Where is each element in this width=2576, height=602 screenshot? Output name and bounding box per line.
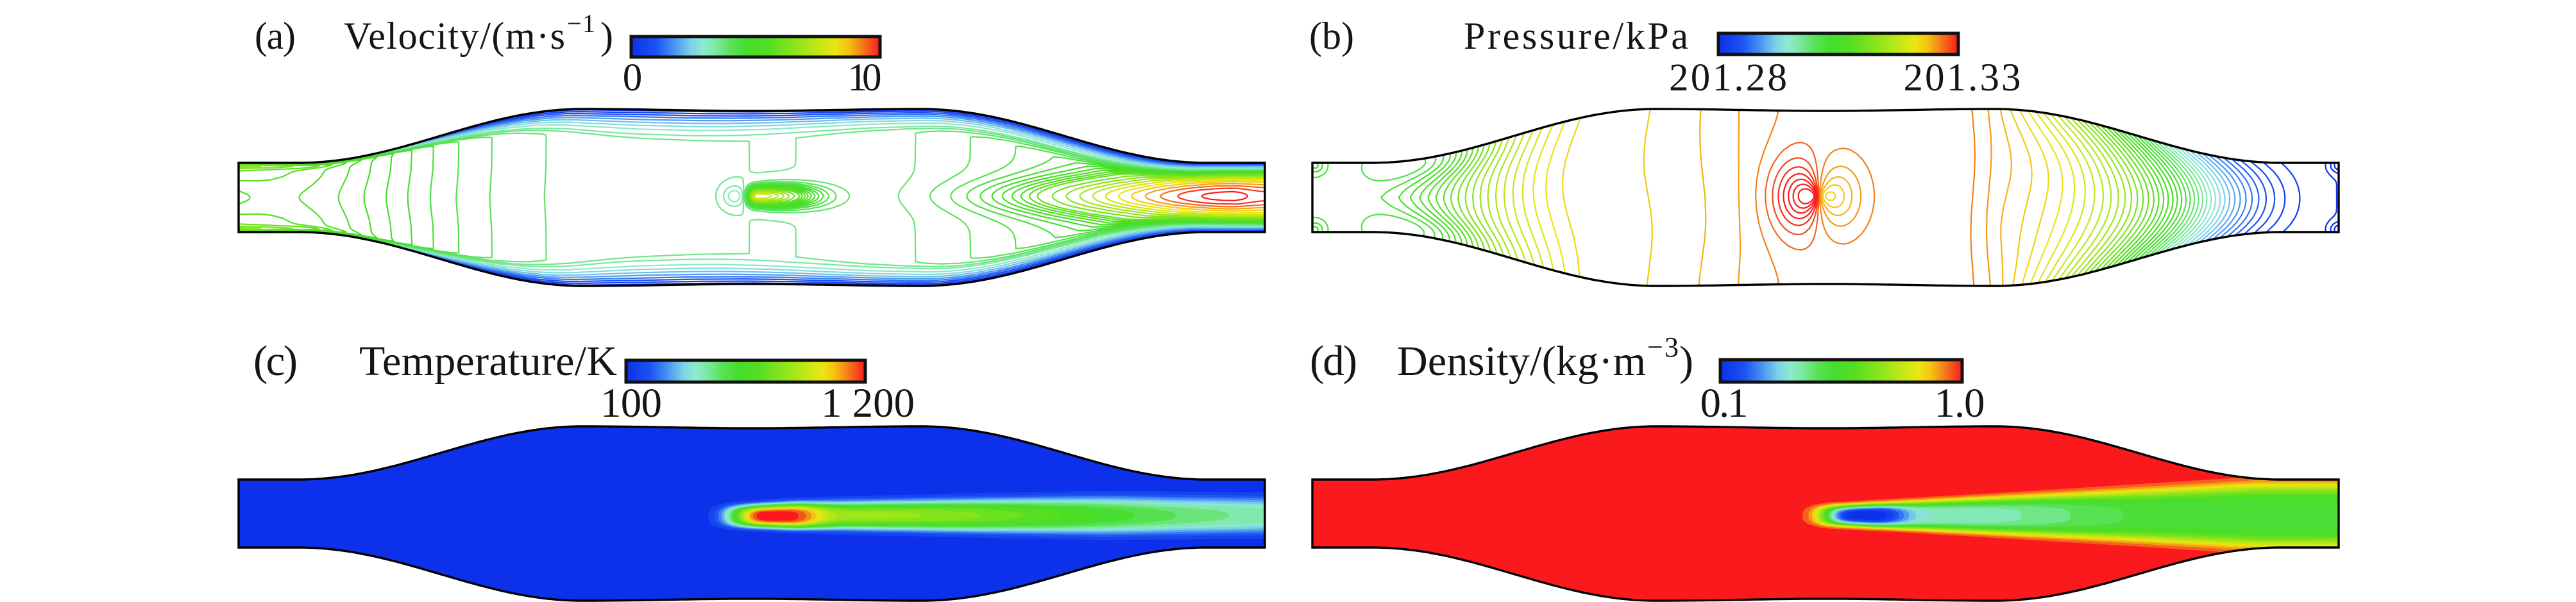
- svg-text:(c): (c): [253, 337, 298, 385]
- svg-text:Density/(kg·m: Density/(kg·m: [1397, 338, 1646, 385]
- svg-text:0: 0: [623, 56, 643, 99]
- svg-text:10: 10: [848, 56, 882, 99]
- svg-text:1.0: 1.0: [1935, 380, 1985, 426]
- svg-text:): ): [1679, 338, 1693, 385]
- svg-text:(b): (b): [1309, 15, 1354, 57]
- svg-text:): ): [600, 15, 613, 57]
- svg-text:1 200: 1 200: [821, 380, 915, 426]
- svg-text:(a): (a): [255, 15, 296, 57]
- svg-text:201.33: 201.33: [1904, 56, 2021, 99]
- svg-text:0.1: 0.1: [1700, 380, 1749, 426]
- svg-text:100: 100: [600, 380, 662, 426]
- svg-text:Velocity/(m·s: Velocity/(m·s: [344, 15, 565, 57]
- svg-text:(d): (d): [1310, 337, 1357, 385]
- svg-text:201.28: 201.28: [1669, 56, 1787, 99]
- svg-text:−1: −1: [567, 9, 595, 38]
- svg-text:Temperature/K: Temperature/K: [359, 338, 617, 385]
- svg-text:−3: −3: [1647, 331, 1679, 363]
